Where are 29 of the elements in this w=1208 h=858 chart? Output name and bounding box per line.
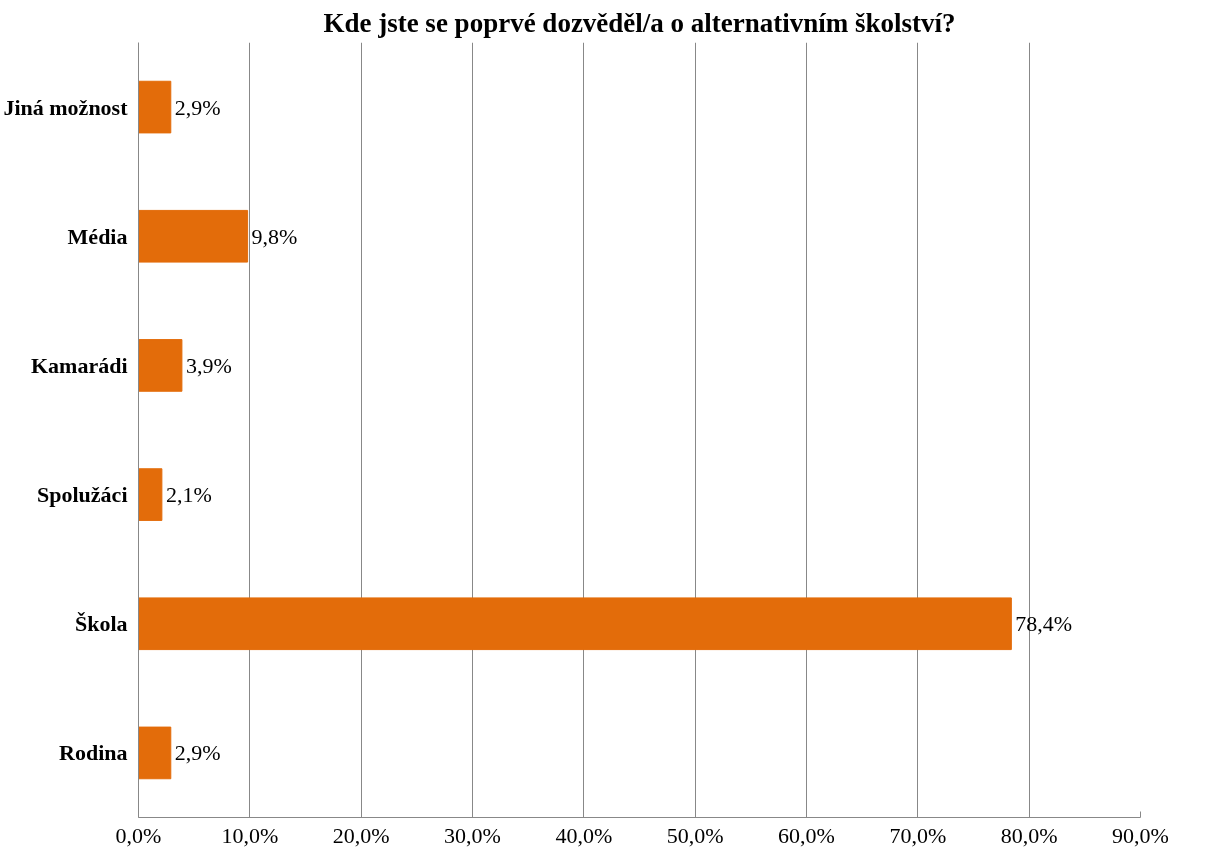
y-tick-label: Kamarádi bbox=[30, 352, 128, 378]
bar bbox=[138, 468, 163, 521]
bar bbox=[138, 339, 183, 392]
x-tick-label: 0,0% bbox=[115, 822, 162, 848]
bar bbox=[138, 597, 1012, 651]
data-label: 3,9% bbox=[185, 352, 232, 378]
data-label: 78,4% bbox=[1015, 611, 1073, 637]
data-label: 2,1% bbox=[165, 482, 212, 508]
x-tick-label: 40,0% bbox=[555, 822, 613, 848]
data-label: 9,8% bbox=[251, 223, 298, 249]
x-tick-label: 20,0% bbox=[332, 822, 390, 848]
x-tick-label: 50,0% bbox=[666, 822, 724, 848]
x-tick-label: 90,0% bbox=[1112, 822, 1169, 848]
y-tick-label: Média bbox=[67, 223, 128, 249]
bar bbox=[138, 80, 172, 134]
chart-title: Kde jste se poprvé dozvěděl/a o alternativním školství? bbox=[323, 7, 956, 38]
y-tick-label: Rodina bbox=[59, 740, 128, 766]
data-label: 2,9% bbox=[174, 94, 221, 120]
x-tick-label: 70,0% bbox=[889, 822, 947, 848]
x-tick-label: 60,0% bbox=[778, 822, 835, 848]
data-label: 2,9% bbox=[174, 740, 221, 766]
x-tick-label: 80,0% bbox=[1000, 822, 1058, 848]
bar bbox=[138, 209, 249, 263]
x-tick-label: 10,0% bbox=[221, 822, 279, 848]
y-tick-label: Spolužáci bbox=[37, 482, 128, 508]
y-tick-label: Škola bbox=[74, 611, 128, 637]
x-tick-label: 30,0% bbox=[444, 822, 501, 848]
bar bbox=[138, 726, 172, 780]
y-tick-label: Jiná možnost bbox=[3, 94, 129, 120]
